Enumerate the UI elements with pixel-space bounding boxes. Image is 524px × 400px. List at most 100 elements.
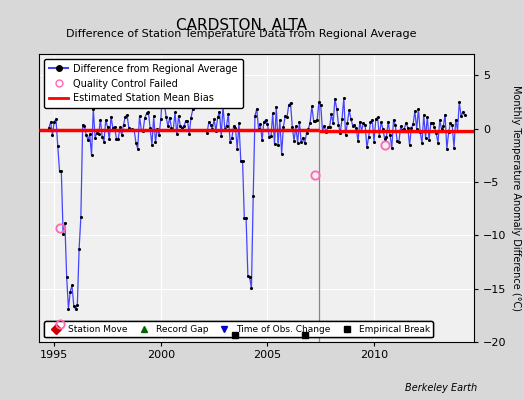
Point xyxy=(143,110,151,117)
Point xyxy=(203,130,211,136)
Point xyxy=(444,129,453,136)
Point xyxy=(174,113,183,119)
Text: Berkeley Earth: Berkeley Earth xyxy=(405,383,477,393)
Point xyxy=(313,116,321,123)
Point xyxy=(253,106,261,112)
Point xyxy=(370,138,378,145)
Point xyxy=(365,134,373,140)
Point xyxy=(185,130,193,137)
Point xyxy=(183,118,192,124)
Point xyxy=(163,123,172,130)
Point xyxy=(206,122,215,128)
Legend: Station Move, Record Gap, Time of Obs. Change, Empirical Break: Station Move, Record Gap, Time of Obs. C… xyxy=(44,321,433,338)
Point xyxy=(412,126,421,132)
Point xyxy=(269,110,277,116)
Point xyxy=(208,126,216,133)
Point xyxy=(377,119,385,126)
Point xyxy=(277,151,286,157)
Point xyxy=(297,139,305,146)
Point xyxy=(304,126,312,132)
Point xyxy=(221,126,229,132)
Point xyxy=(272,104,280,110)
Point xyxy=(108,125,117,131)
Point xyxy=(315,99,323,106)
Point xyxy=(455,99,464,106)
Point xyxy=(279,124,288,130)
Point xyxy=(342,132,350,138)
Point xyxy=(434,140,442,146)
Point xyxy=(80,123,89,129)
Point xyxy=(66,288,74,295)
Point xyxy=(366,119,375,125)
Point xyxy=(286,100,294,106)
Point xyxy=(235,120,243,126)
Point xyxy=(343,120,352,126)
Point xyxy=(448,122,456,128)
Point xyxy=(176,123,184,130)
Point xyxy=(153,125,161,132)
Point xyxy=(398,127,407,133)
Point xyxy=(61,220,69,226)
Point xyxy=(393,138,401,144)
Point xyxy=(361,122,369,128)
Point xyxy=(281,113,289,120)
Point xyxy=(171,109,179,116)
Point xyxy=(213,114,222,121)
Point xyxy=(441,112,449,118)
Point xyxy=(446,120,455,126)
Point xyxy=(423,113,431,120)
Point xyxy=(96,116,105,123)
Point xyxy=(256,121,265,127)
Point xyxy=(372,116,380,122)
Point xyxy=(215,108,224,115)
Point xyxy=(240,215,248,222)
Point xyxy=(130,127,138,133)
Point xyxy=(316,102,325,108)
Point xyxy=(350,122,358,128)
Point xyxy=(210,116,219,122)
Point xyxy=(103,124,112,130)
Point xyxy=(242,215,250,221)
Point xyxy=(121,114,129,120)
Point xyxy=(384,118,392,125)
Point xyxy=(53,143,62,150)
Point xyxy=(181,118,190,124)
Point xyxy=(292,123,300,130)
Point xyxy=(318,128,326,134)
Point xyxy=(247,285,256,292)
Point xyxy=(251,112,259,119)
Point xyxy=(254,126,263,132)
Point xyxy=(354,138,362,145)
Point xyxy=(283,114,291,120)
Point xyxy=(309,118,318,124)
Point xyxy=(137,126,146,133)
Point xyxy=(439,123,447,130)
Point xyxy=(178,124,187,131)
Point xyxy=(123,112,131,118)
Point xyxy=(59,231,67,237)
Point xyxy=(88,152,96,159)
Point xyxy=(308,103,316,110)
Point xyxy=(107,114,115,120)
Point xyxy=(406,142,414,148)
Point xyxy=(397,123,405,130)
Point xyxy=(333,106,341,112)
Point xyxy=(338,116,346,122)
Point xyxy=(93,130,101,136)
Point xyxy=(418,140,426,146)
Point xyxy=(389,116,398,123)
Point xyxy=(438,126,446,132)
Point xyxy=(102,117,110,123)
Point xyxy=(290,138,298,144)
Point xyxy=(276,117,284,123)
Point xyxy=(375,132,384,139)
Point xyxy=(139,128,147,134)
Point xyxy=(112,136,121,142)
Point xyxy=(265,134,274,140)
Point xyxy=(244,273,252,279)
Point xyxy=(157,116,165,122)
Point xyxy=(379,126,387,132)
Point xyxy=(233,146,242,152)
Point xyxy=(70,302,78,309)
Point xyxy=(329,120,337,126)
